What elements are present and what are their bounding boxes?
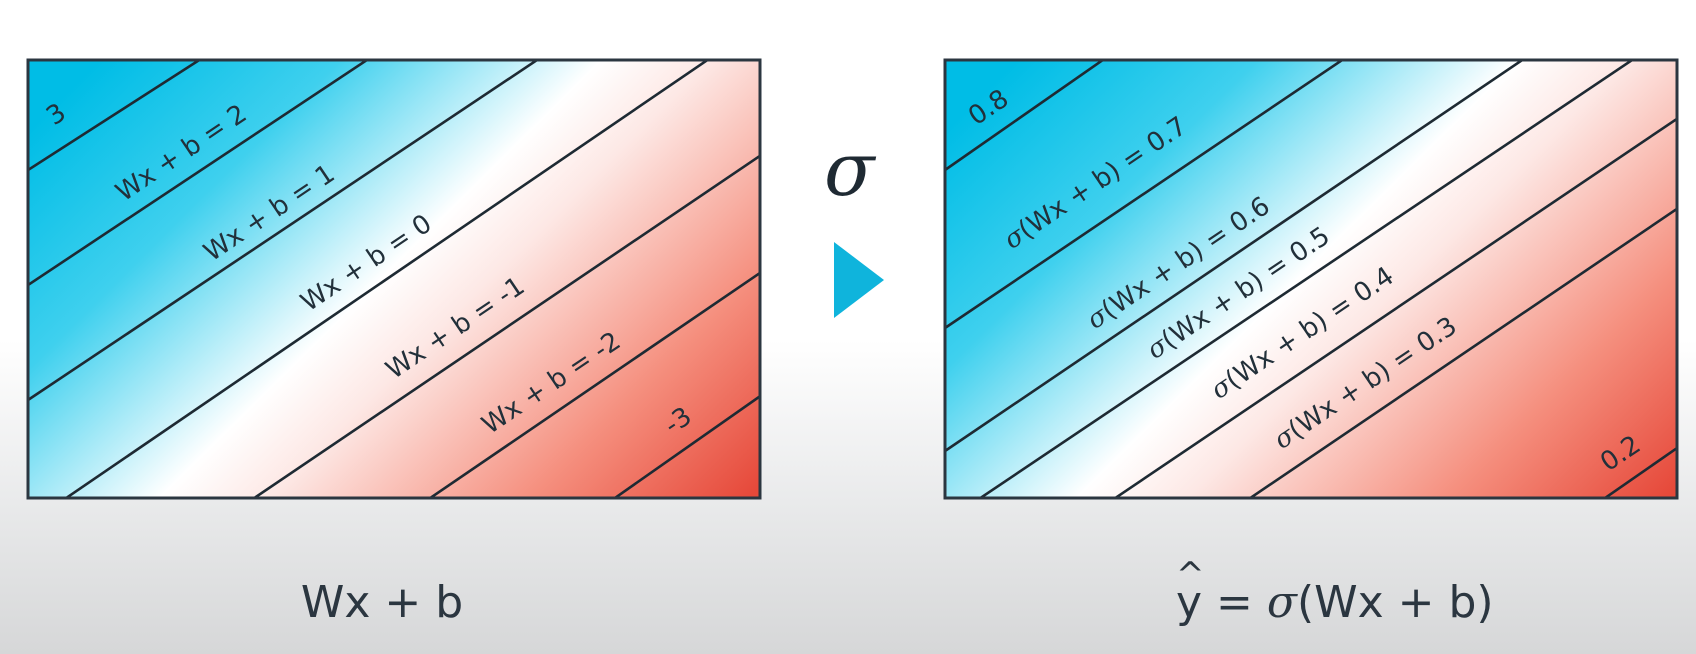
right-contour-line: [978, 60, 1635, 498]
caption-sigma: σ: [1267, 577, 1299, 628]
left-panel: 3 Wx + b = 2 Wx + b = 1 Wx + b = 0 Wx + …: [26, 58, 762, 500]
left-contour-line: [252, 154, 760, 498]
left-contour-line: [28, 60, 370, 287]
left-contour-line: [28, 60, 202, 172]
y-hat-caret: ^: [1176, 555, 1205, 595]
caption-equals: =: [1202, 577, 1267, 628]
play-arrow-icon: [834, 242, 884, 318]
right-contour-line: [945, 60, 1525, 453]
sigma-symbol: σ: [824, 127, 877, 213]
left-contour-line: [63, 60, 710, 498]
left-contour-lines: [28, 60, 760, 498]
caption-rest: (Wx + b): [1297, 577, 1494, 628]
left-caption: Wx + b: [301, 577, 463, 628]
left-panel-fill: [28, 60, 760, 498]
caption-y: y: [1176, 577, 1202, 628]
right-panel-fill: [945, 60, 1677, 498]
sigma-transform: σ: [824, 127, 884, 318]
right-caption-text: y = σ(Wx + b): [1176, 577, 1494, 628]
right-panel-border: [943, 58, 1679, 500]
left-contour-line: [28, 60, 540, 402]
right-contour-line: [1248, 207, 1677, 498]
right-contour-line: [945, 60, 1345, 330]
right-caption: ^ y = σ(Wx + b): [1176, 555, 1494, 628]
right-contour-lines: [945, 60, 1677, 498]
left-panel-border: [26, 58, 762, 500]
right-contour-line: [945, 60, 1106, 172]
left-contour-line: [427, 271, 760, 498]
right-panel: 0.8 σ(Wx + b) = 0.7 σ(Wx + b) = 0.6 σ(Wx…: [943, 58, 1679, 500]
left-contour-line: [612, 394, 760, 498]
right-contour-line: [1113, 117, 1677, 498]
